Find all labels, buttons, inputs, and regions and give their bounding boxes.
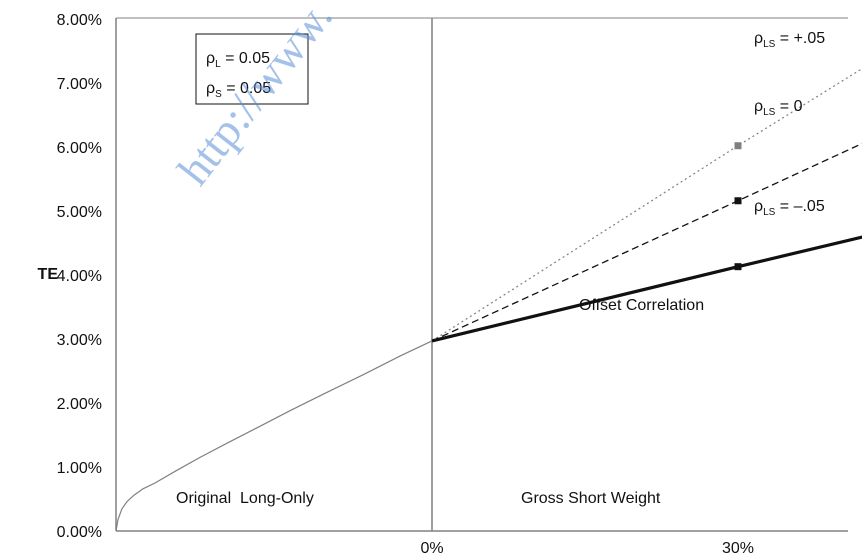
box-line-rho-l: ρL = 0.05 (206, 50, 270, 70)
left-region-label: Original Long-Only (176, 490, 314, 507)
x-tick-label: 30% (722, 540, 754, 557)
long-only-curve (115, 340, 433, 532)
y-tick-label: 6.00% (57, 140, 102, 157)
series-label-plus05: ρLS = +.05 (754, 30, 825, 50)
series-label-minus05: ρLS = –.05 (754, 198, 825, 218)
y-tick-label: 7.00% (57, 76, 102, 93)
series-label-zero: ρLS = 0 (754, 98, 803, 118)
series-group (431, 67, 862, 343)
y-tick-label: 2.00% (57, 396, 102, 413)
series-marker-30 (734, 263, 742, 271)
y-axis-label: TE (38, 266, 59, 283)
series-line (431, 235, 862, 343)
watermark: http://www. (168, 0, 342, 194)
x-tick-labels: 0%30%50% (420, 540, 754, 557)
y-tick-label: 0.00% (57, 524, 102, 541)
y-tick-label: 1.00% (57, 460, 102, 477)
y-tick-label: 5.00% (57, 204, 102, 221)
offset-correlation-label: Offset Correlation (579, 297, 704, 314)
series-line (431, 67, 862, 342)
right-region-label: Gross Short Weight (521, 490, 661, 507)
y-tick-labels: 0.00% 1.00% 2.00% 3.00% 4.00% 5.00% 6.00% 7.00%… (57, 12, 102, 541)
box-line-rho-s: ρS = 0.05 (206, 80, 271, 100)
series-marker-30 (734, 142, 742, 150)
y-tick-label: 4.00% (57, 268, 102, 285)
y-tick-label: 8.00% (57, 12, 102, 29)
series-marker-30 (734, 197, 742, 205)
x-tick-label: 0% (420, 540, 443, 557)
correlation-box (195, 33, 309, 105)
y-tick-label: 3.00% (57, 332, 102, 349)
